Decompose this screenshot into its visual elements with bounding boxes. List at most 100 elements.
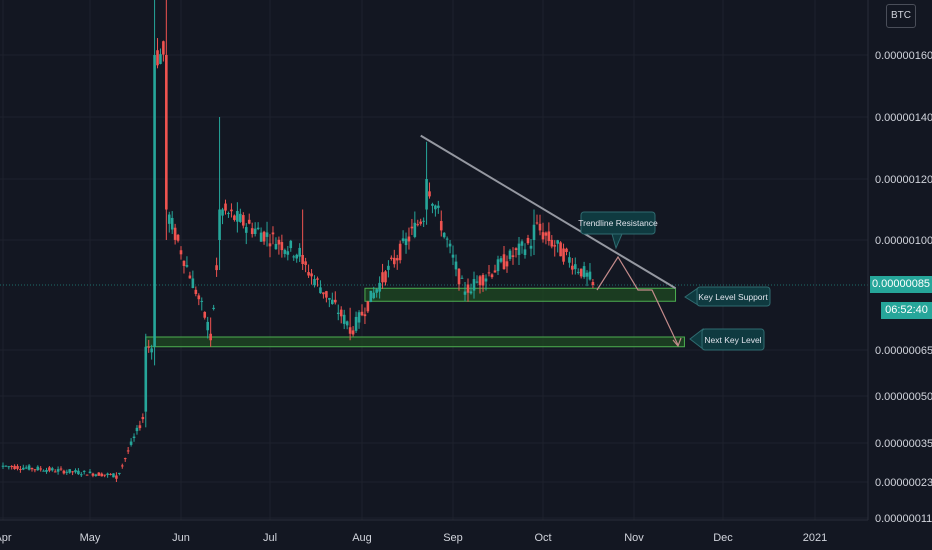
candle [520,239,524,254]
candle [120,463,124,469]
last-price-tag: 0.00000085 [870,276,932,293]
candle [351,326,355,337]
projection-path[interactable] [596,255,679,346]
candle [369,290,373,303]
candle [10,465,13,470]
candle [36,465,40,471]
trendline-resistance[interactable] [420,134,677,290]
candle [588,263,592,281]
candle [490,273,494,279]
trendline-resistance-callout[interactable]: Trendline Resistance [578,211,658,250]
candle [212,304,215,311]
candle [100,472,104,477]
candle [39,466,42,472]
candle [363,307,367,325]
candle [550,235,554,249]
candle [123,457,127,462]
candle [165,0,168,240]
candle [398,240,402,264]
candle [286,246,290,261]
candle [236,202,239,233]
callout-box [696,286,771,307]
candle [381,263,384,289]
candle [372,286,376,300]
candle [153,0,156,366]
candle [185,256,189,268]
candle [407,227,411,250]
candle [280,234,284,258]
price-tick-label: 0.00000160 [875,50,932,62]
candle [478,275,482,294]
candle [156,38,159,69]
candle [342,309,346,330]
candle [268,234,272,258]
candle [535,214,539,225]
candle [410,218,414,236]
candle [88,469,92,474]
candle [197,293,201,306]
candle [173,223,177,245]
price-tick-label: 0.00000120 [875,174,932,186]
candle [256,222,260,231]
candle [469,283,473,295]
candle [514,247,518,258]
candle [218,117,221,270]
candle [529,238,533,257]
price-tick-label: 0.00000065 [875,345,932,357]
candle [170,211,174,235]
candle [316,276,319,287]
candle [565,247,568,256]
candle [431,202,434,214]
candle [126,446,130,455]
candle [538,214,542,236]
candle [392,249,396,268]
projection-arrowhead [672,337,682,348]
time-tick-label: Jun [172,532,190,544]
currency-badge[interactable]: BTC [886,4,916,28]
candle [77,468,80,475]
candle [27,463,31,471]
candle [553,240,557,257]
candle [203,311,207,320]
candle [502,246,506,270]
candle [425,141,428,225]
candle [138,420,142,431]
candle [523,243,527,259]
candle [366,301,370,314]
next-key-level-callout[interactable]: Next Key Level [689,327,765,351]
candle [460,275,464,279]
candle [59,466,63,471]
candle [135,425,139,435]
candle [562,243,565,265]
candle [262,230,266,245]
price-tick-label: 0.00000011 [875,513,932,525]
candle [292,254,296,261]
candle [448,239,452,254]
candle [401,230,405,244]
candle [176,233,180,243]
candle [437,200,440,214]
candle [24,465,28,470]
price-axis[interactable]: 0.00000160 0.00000140 0.00000120 0.00000100… [875,50,932,525]
candle [188,271,192,279]
candle [85,474,89,476]
candle [544,231,548,245]
candle [51,466,54,472]
time-axis[interactable]: Apr May Jun Jul Aug Sep Oct Nov Dec 2021 [0,532,827,544]
candle [233,214,236,222]
candle [206,316,209,339]
candle [13,464,16,470]
candle [576,268,580,275]
time-tick-label: Aug [352,532,372,544]
candle [422,217,425,227]
candle [179,246,183,260]
candle [439,210,443,237]
candle [209,317,212,347]
candle [387,260,390,278]
key-level-support-label: Key Level Support [698,292,768,302]
candle [132,433,136,442]
candle [493,264,497,273]
key-level-support-callout[interactable]: Key Level Support [684,286,771,307]
